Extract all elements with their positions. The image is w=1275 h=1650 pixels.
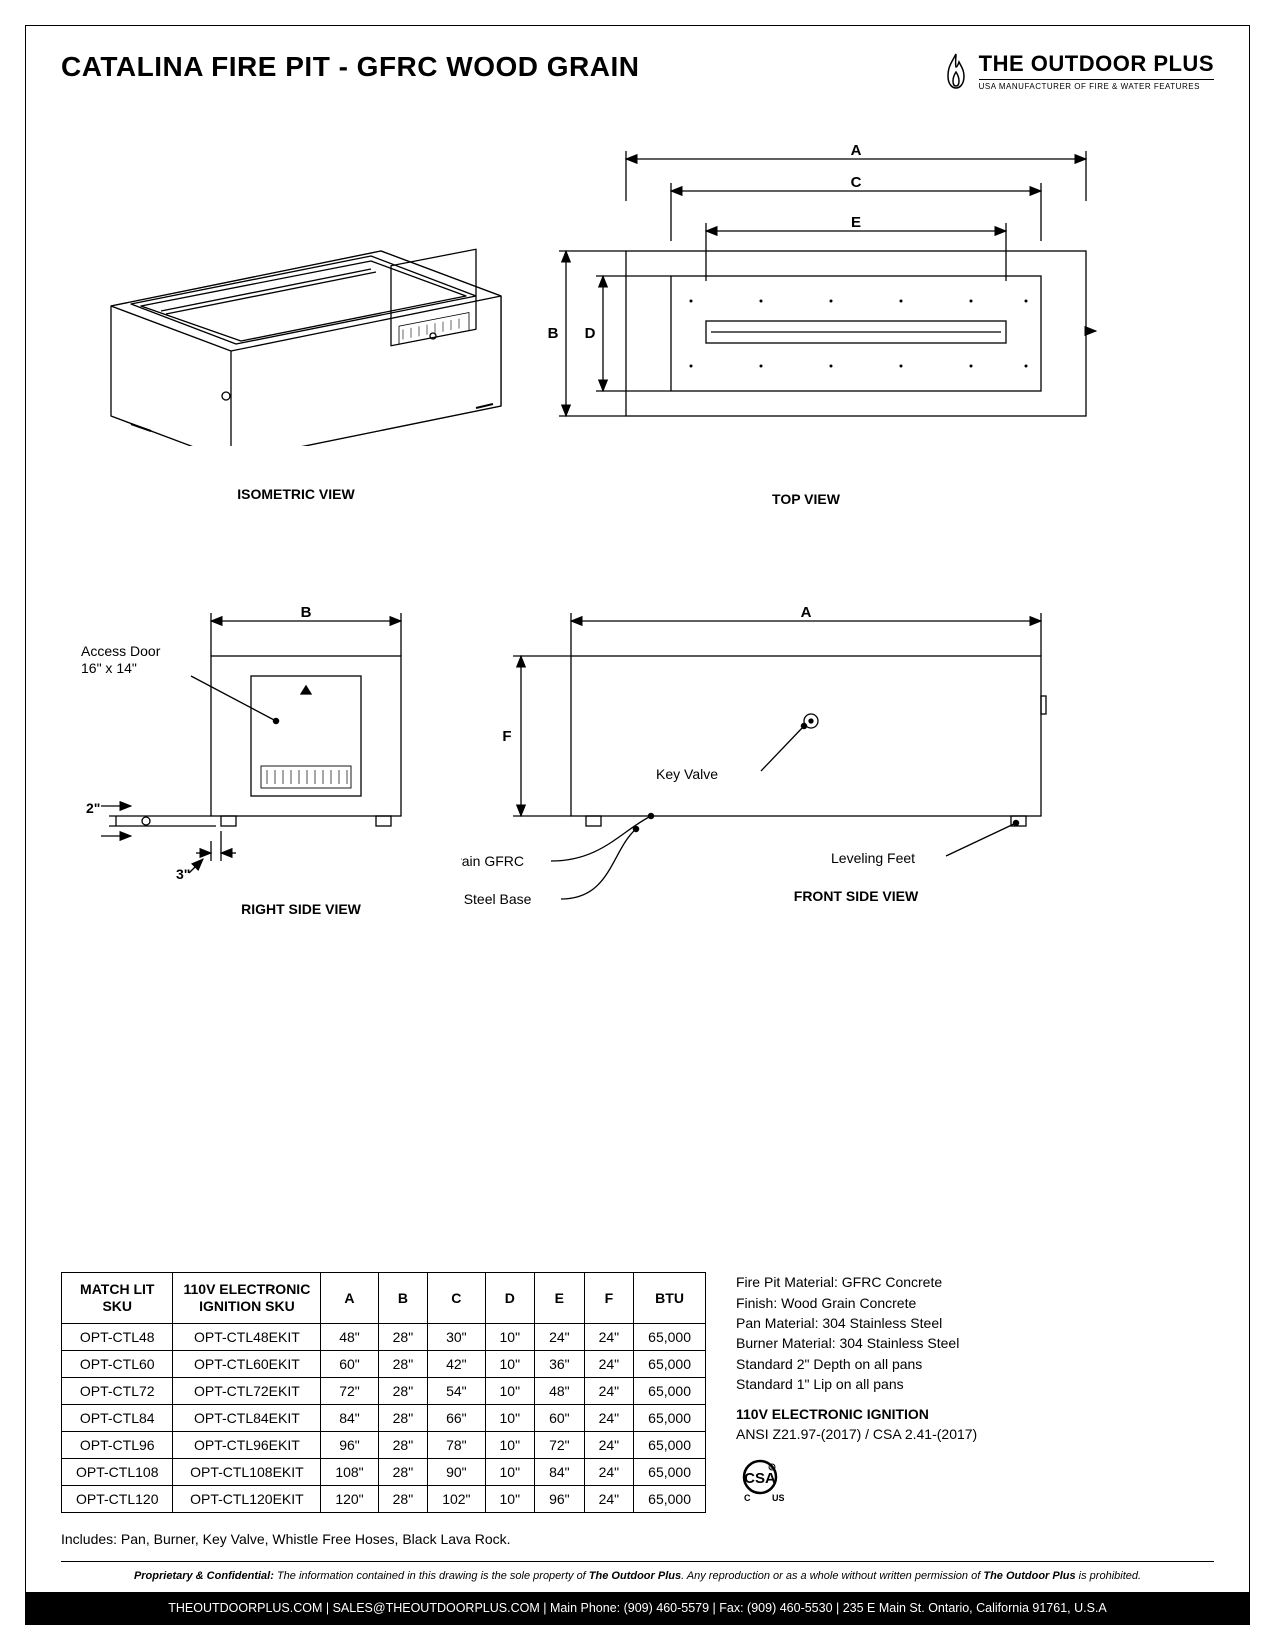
right-side-view: B Access Door 16" x 14" (61, 601, 421, 917)
table-row: OPT-CTL120OPT-CTL120EKIT120"28"102"10"96… (62, 1486, 706, 1513)
table-row: OPT-CTL72OPT-CTL72EKIT72"28"54"10"48"24"… (62, 1378, 706, 1405)
header: CATALINA FIRE PIT - GFRC WOOD GRAIN THE … (61, 51, 1214, 91)
col-A: A (321, 1273, 378, 1324)
svg-text:3": 3" (176, 866, 190, 882)
col-D: D (485, 1273, 535, 1324)
table-row: OPT-CTL108OPT-CTL108EKIT108"28"90"10"84"… (62, 1459, 706, 1486)
svg-text:Wood Grain GFRC: Wood Grain GFRC (461, 853, 524, 869)
svg-text:2": 2" (86, 800, 100, 816)
svg-text:Access Door: Access Door (81, 643, 161, 659)
svg-text:CSA: CSA (744, 1470, 776, 1487)
ignition-standard: ANSI Z21.97-(2017) / CSA 2.41-(2017) (736, 1424, 977, 1444)
col-elec: 110V ELECTRONICIGNITION SKU (173, 1273, 321, 1324)
brand-tagline: USA MANUFACTURER OF FIRE & WATER FEATURE… (979, 79, 1214, 91)
table-row: OPT-CTL96OPT-CTL96EKIT96"28"78"10"72"24"… (62, 1432, 706, 1459)
col-E: E (535, 1273, 585, 1324)
spec-line: Standard 2" Depth on all pans (736, 1354, 977, 1374)
svg-text:Stainless Steel Base: Stainless Steel Base (461, 891, 532, 907)
svg-text:R: R (770, 1466, 774, 1472)
svg-text:B: B (301, 604, 312, 621)
contact-footer: THEOUTDOORPLUS.COM | SALES@THEOUTDOORPLU… (26, 1592, 1249, 1624)
svg-text:Leveling Feet: Leveling Feet (831, 850, 915, 866)
col-match: MATCH LITSKU (62, 1273, 173, 1324)
iso-label: ISOMETRIC VIEW (81, 486, 511, 502)
front-side-view: A F Key Valve (461, 601, 1061, 904)
svg-text:D: D (585, 325, 596, 342)
brand-logo: THE OUTDOOR PLUS USA MANUFACTURER OF FIR… (941, 51, 1214, 91)
svg-text:C: C (744, 1493, 751, 1503)
table-row: OPT-CTL84OPT-CTL84EKIT84"28"66"10"60"24"… (62, 1405, 706, 1432)
col-BTU: BTU (634, 1273, 706, 1324)
table-row: OPT-CTL60OPT-CTL60EKIT60"28"42"10"36"24"… (62, 1351, 706, 1378)
spec-line: Pan Material: 304 Stainless Steel (736, 1313, 977, 1333)
includes-text: Includes: Pan, Burner, Key Valve, Whistl… (61, 1531, 706, 1547)
col-B: B (378, 1273, 428, 1324)
material-specs: Fire Pit Material: GFRC ConcreteFinish: … (736, 1272, 977, 1547)
svg-text:E: E (851, 214, 861, 231)
csa-icon: CSA C US R (736, 1455, 977, 1508)
svg-text:C: C (851, 174, 862, 191)
specs-area: MATCH LITSKU110V ELECTRONICIGNITION SKUA… (61, 1272, 1214, 1547)
svg-text:A: A (801, 604, 812, 621)
legal-footer: Proprietary & Confidential: The informat… (61, 1561, 1214, 1582)
spec-line: Burner Material: 304 Stainless Steel (736, 1333, 977, 1353)
svg-text:16" x 14": 16" x 14" (81, 660, 137, 676)
svg-text:Key Valve: Key Valve (656, 766, 718, 782)
col-C: C (428, 1273, 485, 1324)
flame-icon (941, 52, 971, 90)
svg-text:F: F (502, 728, 511, 745)
svg-text:B: B (548, 325, 559, 342)
col-F: F (584, 1273, 634, 1324)
spec-line: Standard 1" Lip on all pans (736, 1374, 977, 1394)
page-title: CATALINA FIRE PIT - GFRC WOOD GRAIN (61, 51, 639, 83)
top-view: A C E (541, 141, 1071, 507)
svg-text:US: US (772, 1493, 784, 1503)
drawings-area: ISOMETRIC VIEW A C (61, 101, 1214, 1262)
brand-name: THE OUTDOOR PLUS (979, 51, 1214, 77)
ignition-title: 110V ELECTRONIC IGNITION (736, 1404, 977, 1424)
spec-table: MATCH LITSKU110V ELECTRONICIGNITION SKUA… (61, 1272, 706, 1513)
isometric-view: ISOMETRIC VIEW (81, 186, 511, 502)
table-row: OPT-CTL48OPT-CTL48EKIT48"28"30"10"24"24"… (62, 1324, 706, 1351)
svg-text:A: A (851, 142, 862, 159)
top-label: TOP VIEW (541, 491, 1071, 507)
spec-line: Finish: Wood Grain Concrete (736, 1293, 977, 1313)
spec-line: Fire Pit Material: GFRC Concrete (736, 1272, 977, 1292)
